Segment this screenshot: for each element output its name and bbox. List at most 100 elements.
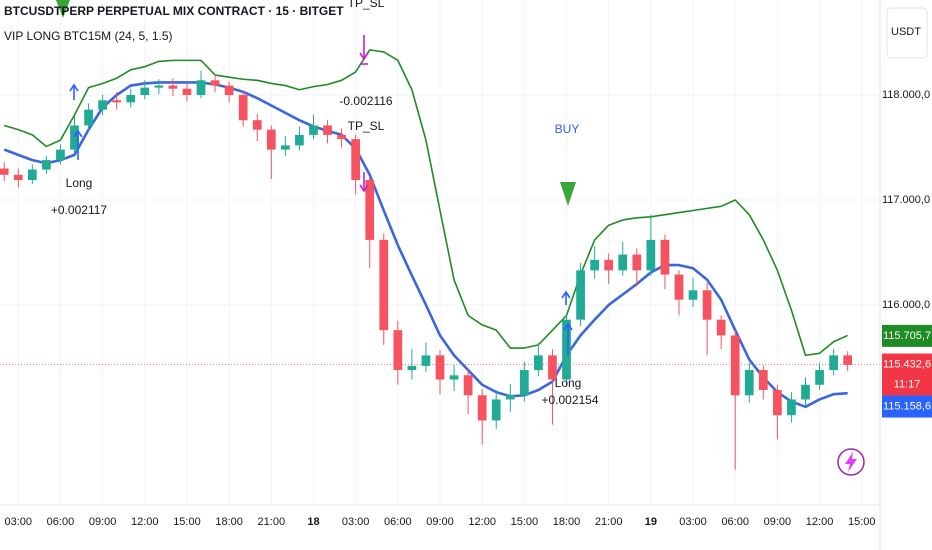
x-tick-label: 06:00 [47, 516, 75, 528]
candle-body [744, 370, 754, 396]
price-label: 115.705,7 [883, 330, 931, 342]
candle-body [463, 375, 473, 396]
currency-box[interactable] [886, 7, 928, 59]
candle-body [0, 168, 9, 175]
annotation: TP_SL [348, 0, 385, 10]
x-tick-label: 12:00 [131, 516, 159, 528]
candle-body [210, 80, 220, 86]
candle-body [787, 399, 796, 416]
annotation: Long [66, 176, 93, 190]
x-tick-label: 06:00 [384, 516, 412, 528]
y-tick-label: 117.000,0 [882, 194, 930, 206]
candle-body [674, 274, 684, 300]
candle-body [632, 254, 642, 271]
annotation: BUY [555, 122, 580, 136]
x-tick-label: 18 [307, 516, 319, 528]
candle-body [266, 129, 276, 150]
candle-body [126, 95, 136, 103]
candle-body [646, 239, 656, 271]
candle-body [773, 390, 782, 416]
candle-body [688, 290, 698, 300]
y-tick-label: 118.000,0 [882, 89, 930, 101]
currency[interactable]: USDT [891, 26, 921, 38]
candle-body [407, 365, 417, 371]
upper-band [3, 49, 848, 357]
x-tick-label: 15:00 [848, 516, 876, 528]
candle-body [604, 259, 614, 271]
alert-icon[interactable] [837, 448, 865, 476]
candle-body [449, 375, 459, 380]
candle-body [562, 319, 571, 380]
candle-body [477, 395, 487, 421]
x-tick-label: 03:00 [679, 516, 707, 528]
price-label: 115.158,6 [883, 400, 931, 412]
chart-title: BTCUSDTPERP PERPETUAL MIX CONTRACT · 15 … [4, 4, 344, 18]
candle-body [337, 134, 346, 140]
candle-body [168, 85, 178, 89]
candle-body [98, 100, 107, 110]
y-tick-label: 116.000,0 [882, 299, 930, 311]
candle-body [70, 125, 79, 150]
candle-body [576, 270, 585, 320]
candle-body [56, 149, 65, 161]
candle-body [295, 134, 304, 146]
candle-body [154, 85, 164, 88]
x-tick-label: 18:00 [215, 516, 243, 528]
candle-body [491, 399, 501, 421]
labels: 115.705,7 115.432,6 11:17 115.158,6 [882, 324, 932, 418]
price-label-box [882, 395, 932, 418]
candle-body [843, 355, 853, 365]
candle-body [505, 395, 515, 400]
tp-sl-arrow [359, 35, 369, 193]
price-label-box [882, 324, 932, 347]
x-tick-label: 15:00 [173, 516, 201, 528]
annotation: +0.002154 [541, 393, 598, 407]
x-tick-label: 03:00 [342, 516, 370, 528]
candle-body [829, 355, 838, 371]
x-tick-label: 09:00 [89, 516, 117, 528]
x-tick-label: 21:00 [595, 516, 623, 528]
sell-marker [56, 0, 70, 18]
candle-body [196, 80, 206, 96]
candle-body [323, 125, 332, 135]
candle-body [519, 370, 529, 396]
candle-body [548, 355, 557, 380]
candle-body [351, 139, 361, 181]
candle-body [309, 125, 318, 135]
candle-body [618, 254, 628, 271]
candle-body [534, 355, 543, 371]
annotation: Long [555, 376, 582, 390]
x-tick-label: 12:00 [806, 516, 834, 528]
annotation: -0.002116 [339, 94, 392, 108]
candle-body [421, 355, 431, 366]
annotation: +0.002117 [51, 203, 107, 217]
x-tick-label: 18:00 [553, 516, 581, 528]
candle-body [393, 330, 403, 371]
x-tick-label: 19 [645, 516, 657, 528]
candle-body [435, 355, 445, 380]
candle-body [758, 370, 768, 391]
sell-marker [560, 182, 576, 206]
long-arrow [69, 83, 573, 355]
candle-body [84, 109, 93, 126]
x-tick-label: 09:00 [764, 516, 792, 528]
candle-body [660, 239, 670, 275]
price-label-box [882, 353, 932, 396]
candle-body [379, 239, 389, 331]
x-tick-label: 03:00 [5, 516, 33, 528]
x-tick-label: 15:00 [511, 516, 539, 528]
countdown: 11:17 [894, 378, 921, 390]
candle-body [252, 120, 262, 130]
candle-body [42, 160, 51, 170]
x-tick-label: 21:00 [258, 516, 286, 528]
candle-body [590, 259, 599, 271]
candles [0, 70, 853, 470]
candle-body [140, 87, 150, 96]
price-label: 115.432,6 [883, 358, 931, 370]
candle-body [238, 95, 248, 121]
candle-body [716, 319, 726, 336]
candle-body [27, 169, 37, 181]
x-tick-label: 12:00 [468, 516, 496, 528]
